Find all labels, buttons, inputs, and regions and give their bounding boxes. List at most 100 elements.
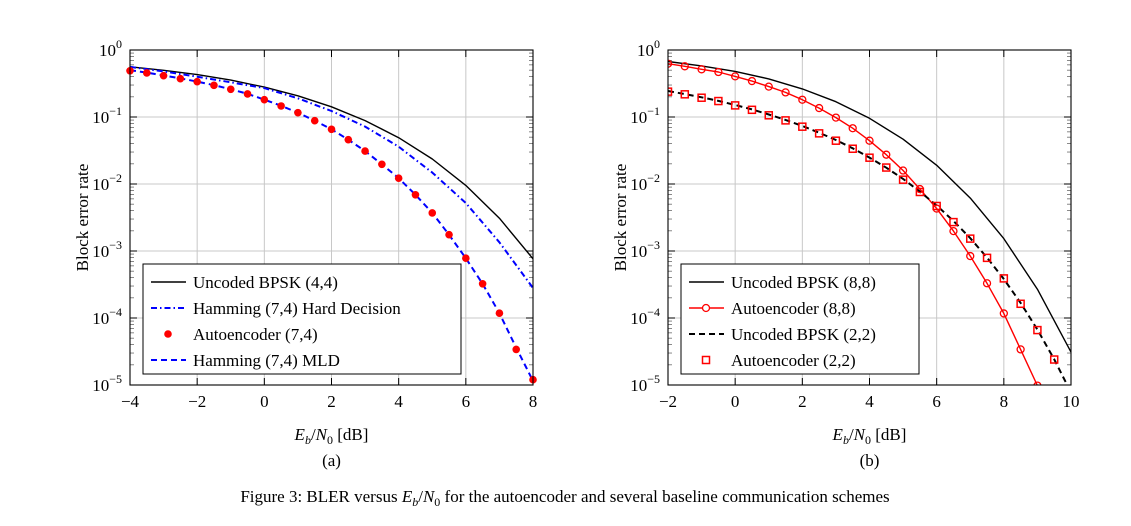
data-point: [226, 85, 235, 94]
legend-marker: [701, 303, 711, 313]
y-tick-label: 10−3: [92, 238, 122, 261]
data-point: [277, 102, 285, 110]
data-point: [680, 62, 689, 71]
data-point: [1016, 299, 1025, 309]
panel-b: −2 0 2 4 6 8 10 100 10−1 10−2 10−3 10−4 10−5 Block er…: [611, 37, 1080, 470]
x-tick-label: 0: [260, 392, 269, 411]
data-point: [848, 124, 857, 133]
y-axis-title: Block error rate: [611, 164, 630, 272]
data-point: [999, 274, 1009, 283]
x-tick-label: −2: [188, 392, 206, 411]
data-point: [697, 93, 706, 102]
data-point: [210, 81, 218, 90]
data-point: [949, 217, 958, 227]
data-point: [848, 144, 857, 153]
y-tick-label: 10−2: [92, 171, 122, 194]
legend-label: Uncoded BPSK (4,4): [193, 273, 338, 292]
y-tick-label: 10−4: [92, 305, 122, 328]
data-point: [193, 77, 201, 86]
data-point: [764, 82, 773, 91]
data-point: [882, 150, 891, 159]
caption-suffix: for the autoencoder and several baseline…: [440, 487, 889, 506]
data-point: [260, 95, 269, 104]
legend-label: Uncoded BPSK (8,8): [731, 273, 876, 292]
panel-a: −4 −2 0 2 4 6 8 100 10−1 10−2 10−3 10−4 10−5 Block er…: [73, 37, 537, 470]
data-point: [697, 65, 706, 74]
y-tick-label: 10−1: [92, 104, 122, 127]
y-tick-label: 100: [99, 37, 122, 60]
legend-label: Hamming (7,4) MLD: [193, 351, 340, 370]
y-tick-label: 10−1: [630, 104, 660, 127]
data-point: [361, 147, 369, 155]
figure-caption: Figure 3: BLER versus Eb/N0 for the auto…: [240, 487, 889, 509]
legend-marker: [701, 355, 711, 365]
data-point: [731, 72, 740, 81]
data-point: [394, 174, 403, 183]
data-point: [814, 103, 824, 113]
legend-label: Hamming (7,4) Hard Decision: [193, 299, 401, 318]
legend: Uncoded BPSK (4,4) Hamming (7,4) Hard Dec…: [142, 263, 462, 375]
legend-label: Uncoded BPSK (2,2): [731, 325, 876, 344]
caption-math-0: 0: [434, 495, 440, 509]
data-point: [982, 279, 992, 288]
series-line-1: [130, 65, 533, 289]
data-point: [159, 71, 168, 80]
x-tick-label: 6: [462, 392, 471, 411]
data-point: [1049, 355, 1059, 364]
caption-prefix: Figure 3: BLER versus: [240, 487, 402, 506]
data-point: [898, 166, 908, 175]
data-point: [781, 88, 790, 97]
data-point: [478, 279, 487, 288]
data-point: [1033, 325, 1042, 335]
data-point: [668, 59, 673, 68]
y-tick-label: 100: [637, 37, 660, 60]
data-point: [781, 116, 790, 125]
data-point: [999, 309, 1008, 318]
data-point: [747, 76, 757, 86]
series-line-2: [668, 90, 1069, 385]
plot-frame: [129, 49, 534, 386]
data-point: [831, 113, 841, 122]
series-line-0: [668, 60, 1071, 353]
series-line-0: [130, 66, 533, 260]
y-tick-label: 10−2: [630, 171, 660, 194]
data-point: [982, 253, 992, 263]
x-axis-title: Eb/N0 [dB]: [294, 425, 369, 447]
data-point: [949, 226, 958, 236]
x-tick-label: −2: [659, 392, 677, 411]
data-point: [462, 254, 470, 263]
data-point: [378, 160, 386, 169]
x-tick-label: 10: [1063, 392, 1080, 411]
x-tick-label: 0: [731, 392, 740, 411]
data-point: [411, 190, 420, 199]
data-point: [243, 90, 252, 98]
legend-label: Autoencoder (2,2): [731, 351, 856, 370]
caption-math-E: E: [401, 487, 413, 506]
y-tick-label: 10−4: [630, 305, 660, 328]
data-point: [445, 230, 453, 239]
data-point: [495, 309, 504, 317]
caption-math-b: b: [412, 495, 418, 509]
data-point: [865, 136, 874, 145]
data-point: [680, 90, 690, 99]
data-point: [730, 101, 740, 110]
y-axis-title: Block error rate: [73, 164, 92, 272]
x-tick-label: 2: [798, 392, 807, 411]
data-point: [428, 209, 437, 217]
legend-label: Autoencoder (8,8): [731, 299, 856, 318]
data-point: [512, 345, 521, 354]
data-point: [327, 125, 336, 134]
data-point: [310, 116, 319, 125]
x-tick-label: 8: [529, 392, 538, 411]
x-tick-label: 2: [327, 392, 336, 411]
data-point: [966, 234, 975, 243]
x-tick-label: 4: [865, 392, 874, 411]
x-tick-label: 6: [932, 392, 941, 411]
data-point: [176, 74, 185, 83]
data-point: [714, 96, 723, 106]
legend-label: Autoencoder (7,4): [193, 325, 318, 344]
y-tick-label: 10−3: [630, 238, 660, 261]
plot-frame: [667, 49, 1072, 386]
panel-label: (b): [860, 451, 880, 470]
